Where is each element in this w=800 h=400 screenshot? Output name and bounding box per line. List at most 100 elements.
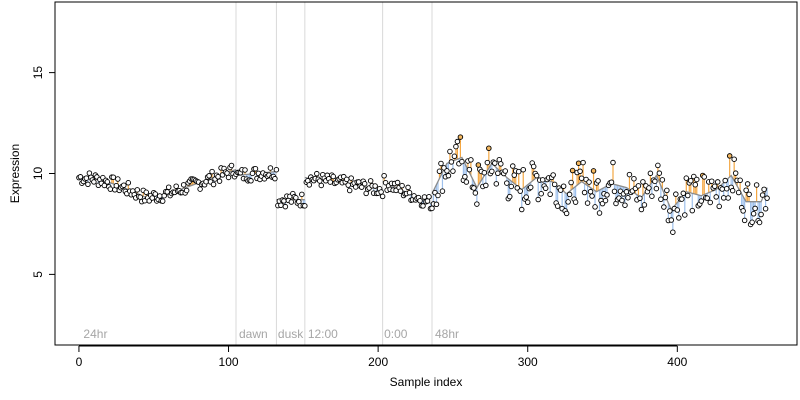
data-point xyxy=(399,182,405,189)
data-point xyxy=(550,172,556,178)
data-point xyxy=(421,194,428,200)
data-point xyxy=(610,159,616,166)
data-point xyxy=(737,177,743,184)
data-point xyxy=(210,181,217,188)
data-point xyxy=(590,168,597,174)
data-point xyxy=(539,177,546,183)
data-point xyxy=(420,203,426,209)
data-point xyxy=(578,175,585,181)
data-point xyxy=(656,170,663,176)
data-point xyxy=(152,191,158,197)
data-point xyxy=(664,187,670,194)
data-point xyxy=(345,182,351,188)
data-point xyxy=(474,201,480,207)
data-point xyxy=(626,171,633,178)
data-point xyxy=(436,168,443,175)
data-point xyxy=(438,160,444,167)
data-point xyxy=(493,181,500,187)
data-point xyxy=(759,192,766,198)
data-point xyxy=(121,182,127,188)
data-point xyxy=(252,165,259,172)
data-point xyxy=(560,183,567,189)
data-point xyxy=(652,178,658,185)
data-point xyxy=(352,184,359,190)
data-point xyxy=(602,197,609,204)
data-point xyxy=(91,179,97,185)
data-point xyxy=(638,206,645,213)
data-point xyxy=(507,193,513,200)
data-point xyxy=(508,183,515,190)
data-point xyxy=(682,212,688,218)
data-point xyxy=(426,194,432,200)
data-point xyxy=(723,185,730,192)
data-point xyxy=(463,179,470,185)
data-point xyxy=(358,184,365,190)
data-point xyxy=(272,175,278,182)
data-point xyxy=(542,185,549,192)
y-tick-label: 15 xyxy=(31,66,45,80)
data-point xyxy=(468,157,474,163)
data-point xyxy=(299,191,305,198)
data-point xyxy=(752,205,758,212)
segment-label: 24hr xyxy=(83,327,107,341)
data-point xyxy=(466,166,473,173)
data-point xyxy=(225,174,232,181)
segment-labels: 24hr dawn dusk 12:00 0:00 48hr xyxy=(83,327,459,341)
data-point xyxy=(435,192,441,199)
data-point xyxy=(569,167,576,174)
data-point xyxy=(318,182,325,189)
data-point xyxy=(719,186,725,192)
data-point xyxy=(514,185,521,191)
data-point xyxy=(510,163,516,169)
data-point xyxy=(492,160,498,166)
data-point xyxy=(762,206,769,212)
data-point xyxy=(381,173,387,179)
data-point xyxy=(568,179,574,186)
segment-label: dusk xyxy=(278,327,304,341)
data-point xyxy=(405,184,411,191)
data-point xyxy=(750,211,757,217)
data-point xyxy=(586,179,592,185)
data-point xyxy=(113,182,120,189)
data-point xyxy=(604,192,610,198)
data-point xyxy=(459,158,465,165)
data-point xyxy=(679,196,685,202)
data-point xyxy=(667,208,673,214)
data-point xyxy=(647,170,654,177)
data-point xyxy=(623,189,630,195)
data-point xyxy=(761,186,767,193)
data-point xyxy=(197,186,203,192)
data-point xyxy=(741,217,748,224)
data-point xyxy=(203,178,209,185)
data-point xyxy=(495,170,501,177)
data-point xyxy=(273,166,280,173)
data-point xyxy=(523,194,529,200)
data-point xyxy=(674,207,681,213)
data-point xyxy=(481,169,488,176)
data-point xyxy=(735,189,742,196)
data-point xyxy=(85,181,91,188)
x-tick-label: 300 xyxy=(518,355,538,369)
data-point xyxy=(248,178,254,184)
x-axis-label: Sample index xyxy=(390,375,463,389)
data-point xyxy=(361,180,368,187)
data-point xyxy=(698,198,705,204)
data-point xyxy=(527,184,534,191)
x-tick-label: 0 xyxy=(76,355,83,369)
data-point xyxy=(711,183,718,190)
data-point xyxy=(580,159,586,166)
data-point xyxy=(592,204,598,210)
x-tick-label: 400 xyxy=(667,355,687,369)
data-point xyxy=(646,185,652,191)
data-point xyxy=(749,219,755,226)
segment-label: 48hr xyxy=(435,327,459,341)
data-point xyxy=(486,145,492,152)
data-point xyxy=(587,188,594,195)
data-point xyxy=(143,189,150,196)
data-point xyxy=(267,165,274,171)
data-point xyxy=(484,159,491,166)
data-point xyxy=(595,178,601,184)
data-point xyxy=(631,175,637,182)
data-point xyxy=(471,185,477,191)
